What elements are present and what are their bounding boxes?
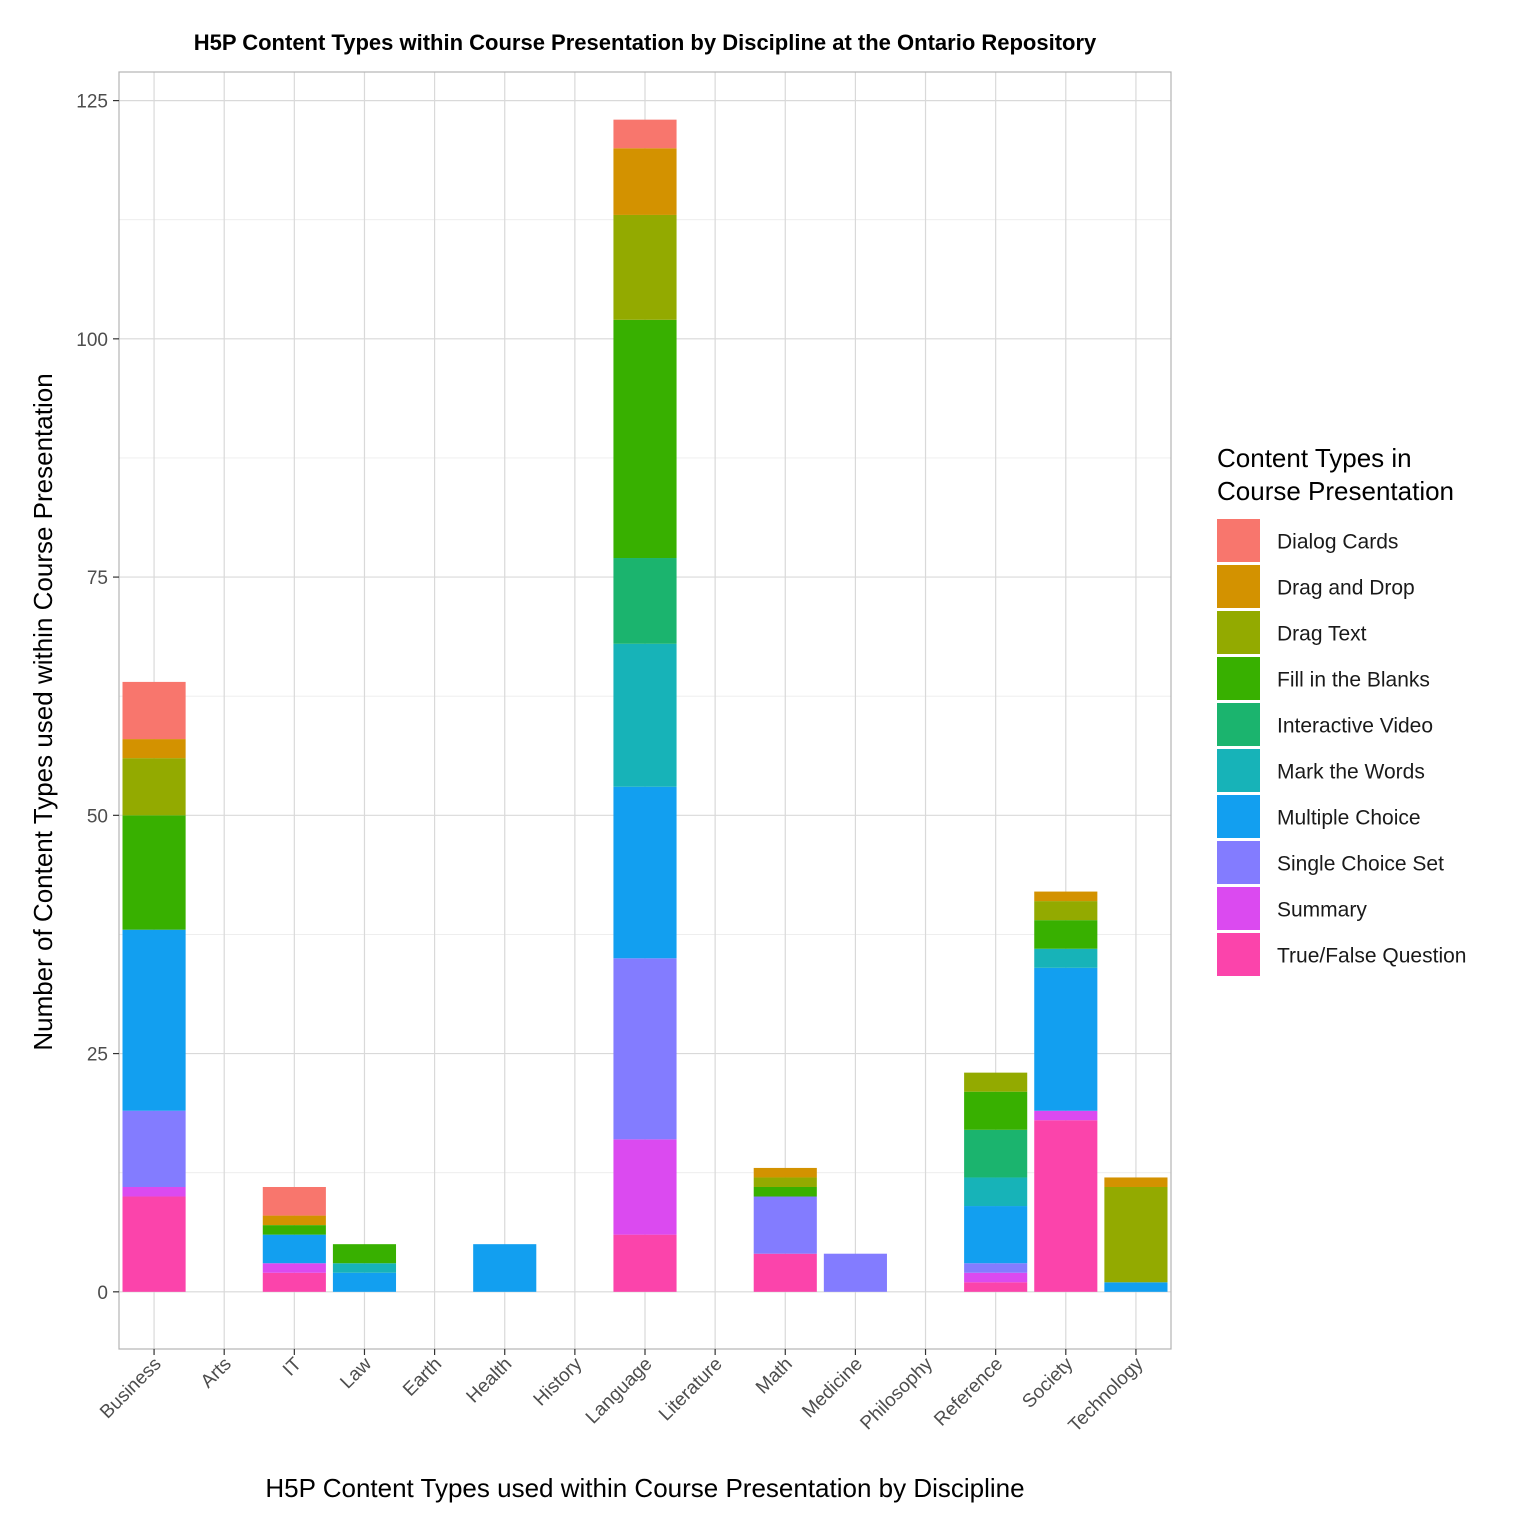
legend-label: True/False Question	[1277, 945, 1466, 968]
bar-segment	[473, 1244, 537, 1292]
legend-key	[1217, 519, 1260, 562]
legend-key	[1217, 841, 1260, 884]
legend-key	[1217, 703, 1260, 746]
bar-segment	[964, 1072, 1028, 1092]
bar-segment	[613, 148, 677, 215]
bar-segment	[753, 1177, 817, 1187]
bar-segment	[753, 1196, 817, 1254]
bar-segment	[613, 643, 677, 787]
legend-label: Dialog Cards	[1277, 531, 1398, 554]
bar-segment	[122, 1186, 186, 1197]
legend-key	[1217, 795, 1260, 838]
bar-segment	[753, 1167, 817, 1178]
bar-segment	[613, 958, 677, 1140]
bar-segment	[1034, 891, 1098, 902]
x-axis-title: H5P Content Types used within Course Pre…	[265, 1473, 1024, 1503]
bar-segment	[122, 681, 186, 740]
y-tick-label: 100	[76, 330, 108, 351]
y-tick-label: 25	[87, 1045, 108, 1066]
legend-key	[1217, 657, 1260, 700]
bar-segment	[964, 1129, 1028, 1178]
bar-segment	[964, 1206, 1028, 1264]
bar-segment	[1034, 920, 1098, 949]
bar-segment	[613, 786, 677, 959]
bar-segment	[613, 214, 677, 320]
bar-segment	[262, 1186, 326, 1216]
bar-segment	[122, 1196, 186, 1292]
legend-key	[1217, 933, 1260, 976]
bar-segment	[964, 1091, 1028, 1130]
bar-segment	[122, 1110, 186, 1187]
bar-segment	[964, 1272, 1028, 1283]
legend-label: Interactive Video	[1277, 715, 1433, 738]
bar-segment	[1034, 1120, 1098, 1292]
bar-segment	[1104, 1186, 1168, 1283]
bar-segment	[1104, 1177, 1168, 1187]
bar-segment	[964, 1177, 1028, 1207]
bar-segment	[613, 1234, 677, 1292]
bar-segment	[332, 1244, 397, 1264]
bar-segment	[753, 1186, 817, 1197]
y-tick-label: 75	[87, 568, 108, 589]
legend-label: Mark the Words	[1277, 761, 1425, 784]
bar-segment	[823, 1253, 887, 1292]
y-tick-label: 125	[76, 92, 108, 113]
bar-segment	[613, 119, 677, 149]
legend-label: Multiple Choice	[1277, 807, 1421, 830]
y-axis-title: Number of Content Types used within Cour…	[28, 373, 58, 1050]
bar-segment	[332, 1272, 397, 1292]
bar-segment	[122, 929, 186, 1111]
bar-segment	[262, 1225, 326, 1235]
chart-title: H5P Content Types within Course Presenta…	[194, 30, 1097, 55]
bar-segment	[332, 1263, 397, 1273]
bar-segment	[1034, 901, 1098, 921]
y-axis: 0 25 50 75 100 125	[76, 92, 119, 1304]
bar-segment	[122, 739, 186, 759]
bar-segment	[613, 1139, 677, 1235]
bar-segment	[1034, 948, 1098, 968]
bar-segment	[262, 1263, 326, 1273]
bar-segment	[122, 758, 186, 816]
bar-segment	[262, 1215, 326, 1226]
legend-key	[1217, 565, 1260, 608]
bar-segment	[1034, 1110, 1098, 1121]
bar-segment	[1104, 1282, 1168, 1292]
legend-label: Summary	[1277, 899, 1367, 922]
bar-segment	[613, 558, 677, 644]
legend-key	[1217, 749, 1260, 792]
bar-segment	[613, 319, 677, 559]
bar-segment	[964, 1263, 1028, 1273]
bar-segment	[1034, 967, 1098, 1111]
legend-label: Single Choice Set	[1277, 853, 1444, 876]
bar-segment	[262, 1272, 326, 1292]
legend-title: Course Presentation	[1217, 476, 1454, 506]
y-tick-label: 0	[97, 1283, 108, 1304]
legend-key	[1217, 611, 1260, 654]
legend-key	[1217, 887, 1260, 930]
bar-segment	[753, 1253, 817, 1292]
bars	[122, 119, 1168, 1292]
legend-label: Drag Text	[1277, 623, 1367, 646]
legend-label: Fill in the Blanks	[1277, 669, 1430, 692]
legend-title: Content Types in	[1217, 443, 1412, 473]
bar-segment	[964, 1282, 1028, 1292]
bar-segment	[262, 1234, 326, 1264]
y-tick-label: 50	[87, 806, 108, 827]
legend-label: Drag and Drop	[1277, 577, 1415, 600]
bar-segment	[122, 815, 186, 930]
